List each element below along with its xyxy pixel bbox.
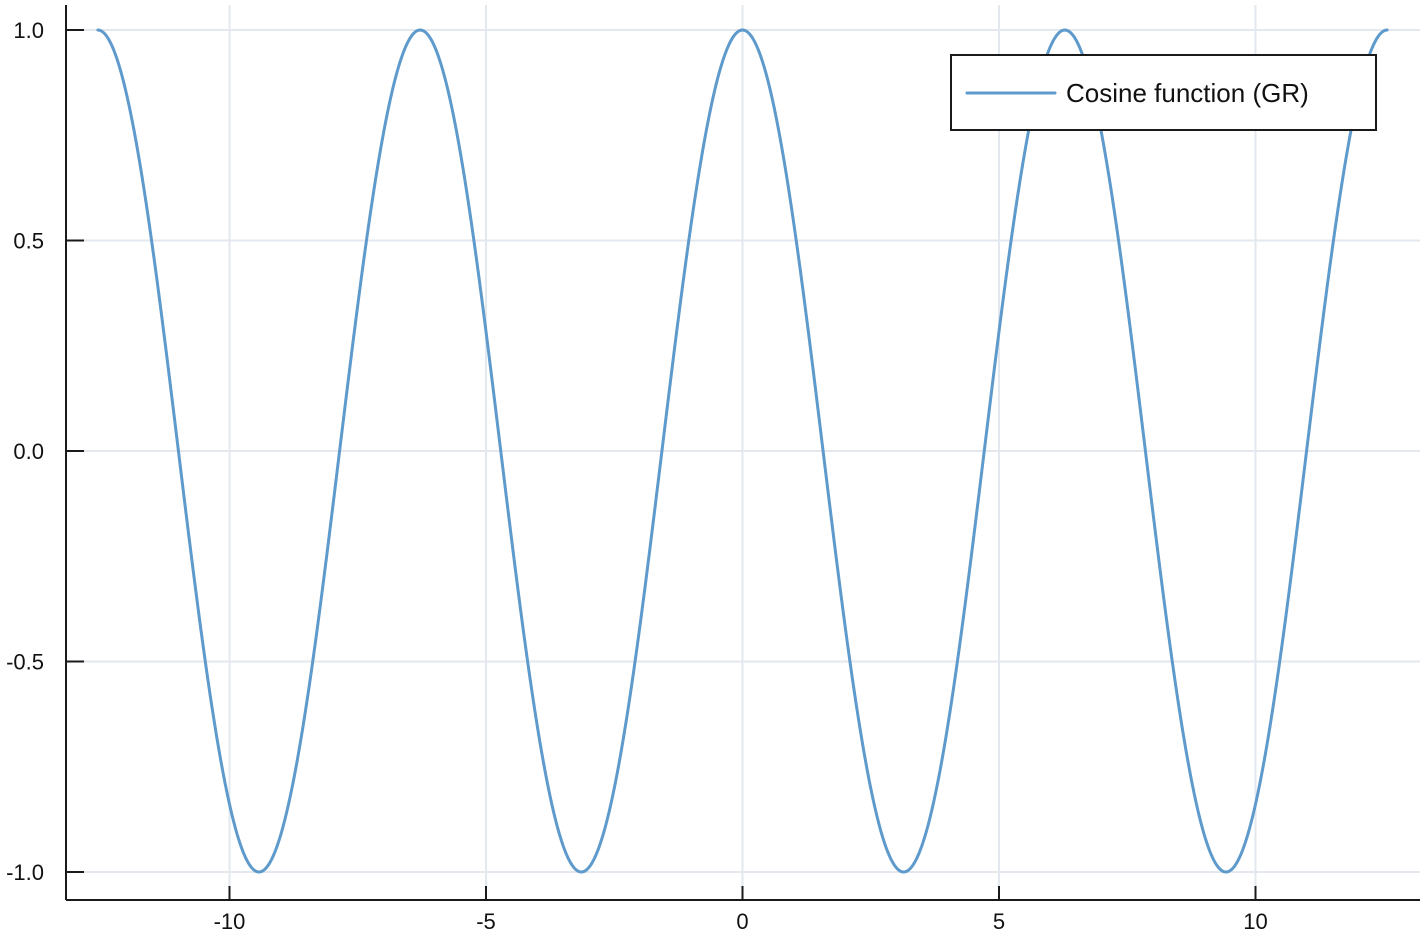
legend: Cosine function (GR) (950, 54, 1377, 131)
x-tick-label: 0 (736, 909, 748, 934)
series-line-0 (96, 28, 1389, 874)
x-tick-label: -10 (214, 909, 246, 934)
y-tick-label: 1.0 (13, 18, 44, 43)
grid (66, 5, 1420, 900)
ticks: -10 -5 0 5 10 -1.0 -0.5 0.0 0.5 1.0 (6, 18, 1268, 934)
x-tick-label: 10 (1243, 909, 1267, 934)
x-tick-label: 5 (993, 909, 1005, 934)
y-tick-label: -0.5 (6, 650, 44, 675)
plot-area (96, 28, 1389, 874)
legend-label: Cosine function (GR) (1066, 78, 1309, 108)
x-tick-label: -5 (476, 909, 496, 934)
y-tick-label: 0.5 (13, 229, 44, 254)
y-tick-label: 0.0 (13, 439, 44, 464)
y-tick-label: -1.0 (6, 860, 44, 885)
